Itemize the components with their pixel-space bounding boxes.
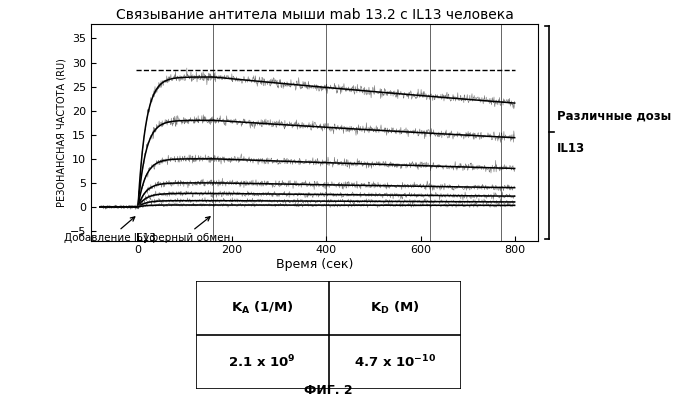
Y-axis label: РЕЗОНАНСНАЯ ЧАСТОТА (RU): РЕЗОНАНСНАЯ ЧАСТОТА (RU) [57, 58, 67, 207]
Text: 4.7 x 10$^{\mathregular{-10}}$: 4.7 x 10$^{\mathregular{-10}}$ [354, 354, 436, 370]
X-axis label: Время (сек): Время (сек) [276, 258, 353, 271]
Text: Добавление IL13: Добавление IL13 [64, 217, 156, 243]
Text: K$_\mathregular{A}$ (1/M): K$_\mathregular{A}$ (1/M) [231, 300, 294, 316]
Title: Связывание антитела мыши mab 13.2 с IL13 человека: Связывание антитела мыши mab 13.2 с IL13… [115, 8, 514, 22]
Text: Различные дозы: Различные дозы [557, 110, 671, 123]
Text: ФИГ. 2: ФИГ. 2 [304, 384, 353, 397]
Text: 2.1 x 10$^{\mathregular{9}}$: 2.1 x 10$^{\mathregular{9}}$ [229, 354, 296, 370]
Text: IL13: IL13 [557, 142, 585, 155]
Text: Буферный обмен: Буферный обмен [136, 217, 230, 243]
Text: K$_\mathregular{D}$ (M): K$_\mathregular{D}$ (M) [370, 300, 419, 316]
